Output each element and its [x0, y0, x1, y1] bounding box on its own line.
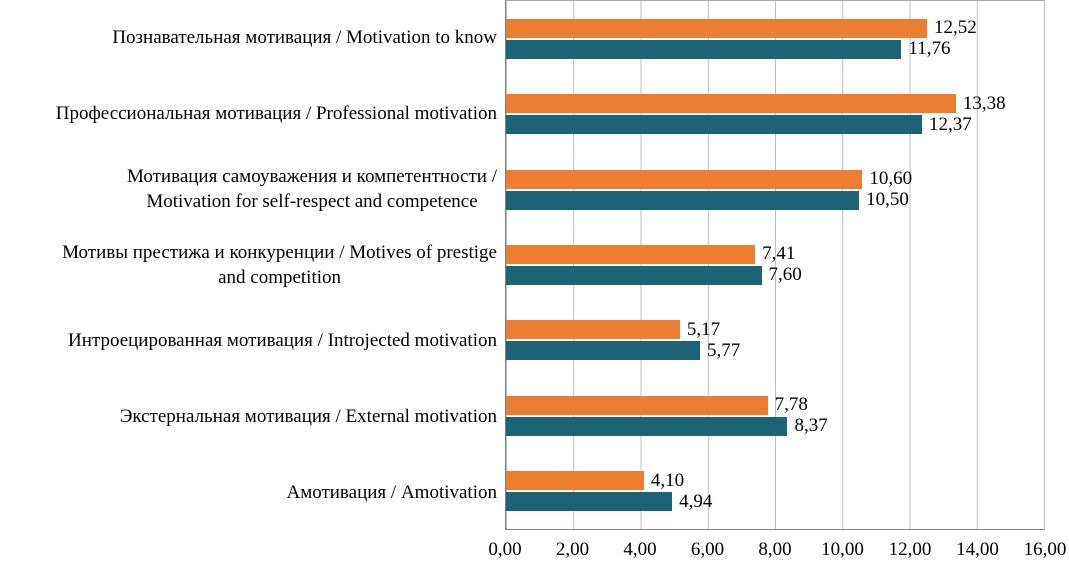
value-label: 10,50 [866, 189, 909, 211]
bar-group: 5,17 5,77 [506, 303, 1044, 378]
category-label: Познавательная мотивация / Motivation to… [112, 27, 497, 49]
bar-series-teal: 7,60 [506, 264, 802, 285]
bar-series-orange: 10,60 [506, 168, 912, 189]
category-label-cell: Познавательная мотивация / Motivation to… [0, 0, 505, 76]
category-label-cell: Амотивация / Amotivation [0, 454, 505, 530]
value-label: 7,41 [762, 243, 796, 265]
value-label: 10,60 [869, 168, 913, 190]
x-tick-label: 12,00 [888, 539, 932, 560]
x-tick-label: 4,00 [623, 539, 657, 560]
bar-series-orange: 4,10 [506, 470, 684, 491]
x-tick-label: 0,00 [488, 539, 522, 560]
value-label: 12,37 [928, 113, 972, 135]
category-label: Мотивы престижа и конкуренции / Motives … [62, 241, 497, 289]
category-label-cell: Мотивация самоуважения и компетентности … [0, 151, 505, 227]
x-tick-label: 8,00 [758, 539, 792, 560]
bar-series-orange: 7,78 [506, 394, 808, 415]
bar-series-orange: 12,52 [506, 17, 977, 38]
value-label: 13,38 [962, 92, 1006, 114]
bar-series-teal: 12,37 [506, 114, 972, 135]
category-label: Интроецированная мотивация / Introjected… [68, 330, 497, 352]
x-tick-label: 16,00 [1023, 539, 1067, 560]
bar-series-teal: 10,50 [506, 189, 909, 210]
bar-group: 7,78 8,37 [506, 378, 1044, 453]
value-label: 7,60 [768, 264, 802, 286]
bar-series-orange: 13,38 [506, 93, 1006, 114]
bar-series-orange: 5,17 [506, 319, 720, 340]
category-label-cell: Мотивы престижа и конкуренции / Motives … [0, 227, 505, 303]
x-tick-label: 6,00 [690, 539, 725, 560]
category-axis: Познавательная мотивация / Motivation to… [0, 0, 505, 530]
bar-group: 10,60 10,50 [506, 152, 1044, 227]
category-label: Экстернальная мотивация / External motiv… [119, 405, 497, 427]
bar-group: 7,41 7,60 [506, 227, 1044, 302]
bar-series-orange: 7,41 [506, 243, 795, 264]
plot-wrap: 12,52 11,76 13,38 12,37 10,60 10,50 7,41 7,60 5,… [488, 0, 1066, 566]
x-tick-label: 2,00 [555, 539, 590, 560]
value-label: 8,37 [794, 415, 828, 437]
value-label: 4,94 [679, 490, 713, 512]
value-label: 4,10 [650, 469, 685, 491]
bar-group: 4,10 4,94 [506, 454, 1044, 529]
value-label: 7,78 [774, 394, 808, 416]
value-label: 11,76 [908, 38, 951, 60]
bar-series-teal: 4,94 [506, 491, 712, 512]
category-label-cell: Интроецированная мотивация / Introjected… [0, 303, 505, 379]
bar-group: 13,38 12,37 [506, 76, 1044, 151]
bar-series-teal: 8,37 [506, 415, 828, 436]
category-label-cell: Профессиональная мотивация / Professiona… [0, 76, 505, 152]
bar-series-teal: 11,76 [506, 38, 950, 59]
category-label: Профессиональная мотивация / Professiona… [55, 103, 497, 125]
value-label: 12,52 [933, 17, 977, 39]
x-tick-label: 14,00 [956, 539, 999, 560]
value-label: 5,17 [686, 318, 721, 340]
x-tick-label: 10,00 [821, 539, 864, 560]
bar-series-teal: 5,77 [506, 340, 740, 361]
value-axis: 0,00 2,00 4,00 6,00 8,00 10,00 12,00 14,00 16,00 [488, 530, 1066, 564]
category-label: Амотивация / Amotivation [286, 481, 497, 503]
value-label: 5,77 [707, 339, 741, 361]
plot-area: 12,52 11,76 13,38 12,37 10,60 10,50 7,41 7,60 5,… [505, 0, 1045, 530]
bar-group: 12,52 11,76 [506, 1, 1044, 76]
category-label: Мотивация самоуважения и компетентности … [126, 166, 497, 213]
category-label-cell: Экстернальная мотивация / External motiv… [0, 379, 505, 455]
